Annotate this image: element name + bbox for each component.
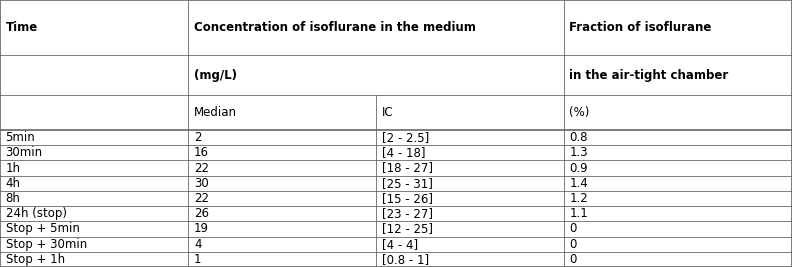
Text: Stop + 30min: Stop + 30min (6, 238, 87, 251)
Text: [2 - 2.5]: [2 - 2.5] (382, 131, 429, 144)
Text: 22: 22 (194, 162, 209, 175)
Text: 0.8: 0.8 (569, 131, 588, 144)
Text: 8h: 8h (6, 192, 21, 205)
Text: 4: 4 (194, 238, 201, 251)
Text: 1h: 1h (6, 162, 21, 175)
Text: 0.9: 0.9 (569, 162, 588, 175)
Text: 2: 2 (194, 131, 201, 144)
Text: 19: 19 (194, 222, 209, 235)
Text: 1: 1 (194, 253, 201, 266)
Text: 30min: 30min (6, 146, 43, 159)
Text: Stop + 5min: Stop + 5min (6, 222, 79, 235)
Text: 5min: 5min (6, 131, 36, 144)
Text: [12 - 25]: [12 - 25] (382, 222, 432, 235)
Text: Median: Median (194, 106, 237, 119)
Text: 1.1: 1.1 (569, 207, 588, 220)
Text: 1.4: 1.4 (569, 177, 588, 190)
Text: (%): (%) (569, 106, 590, 119)
Text: 26: 26 (194, 207, 209, 220)
Text: 4h: 4h (6, 177, 21, 190)
Text: IC: IC (382, 106, 394, 119)
Text: Time: Time (6, 21, 38, 34)
Text: 0: 0 (569, 222, 577, 235)
Text: [18 - 27]: [18 - 27] (382, 162, 432, 175)
Text: 1.2: 1.2 (569, 192, 588, 205)
Text: [23 - 27]: [23 - 27] (382, 207, 432, 220)
Text: 1.3: 1.3 (569, 146, 588, 159)
Text: 22: 22 (194, 192, 209, 205)
Text: 0: 0 (569, 253, 577, 266)
Text: [15 - 26]: [15 - 26] (382, 192, 432, 205)
Text: [4 - 4]: [4 - 4] (382, 238, 418, 251)
Text: Stop + 1h: Stop + 1h (6, 253, 65, 266)
Text: Fraction of isoflurane: Fraction of isoflurane (569, 21, 712, 34)
Text: in the air-tight chamber: in the air-tight chamber (569, 69, 729, 82)
Text: Concentration of isoflurane in the medium: Concentration of isoflurane in the mediu… (194, 21, 476, 34)
Text: 16: 16 (194, 146, 209, 159)
Text: 24h (stop): 24h (stop) (6, 207, 67, 220)
Text: (mg/L): (mg/L) (194, 69, 237, 82)
Text: 0: 0 (569, 238, 577, 251)
Text: [25 - 31]: [25 - 31] (382, 177, 432, 190)
Text: 30: 30 (194, 177, 209, 190)
Text: [0.8 - 1]: [0.8 - 1] (382, 253, 429, 266)
Text: [4 - 18]: [4 - 18] (382, 146, 425, 159)
